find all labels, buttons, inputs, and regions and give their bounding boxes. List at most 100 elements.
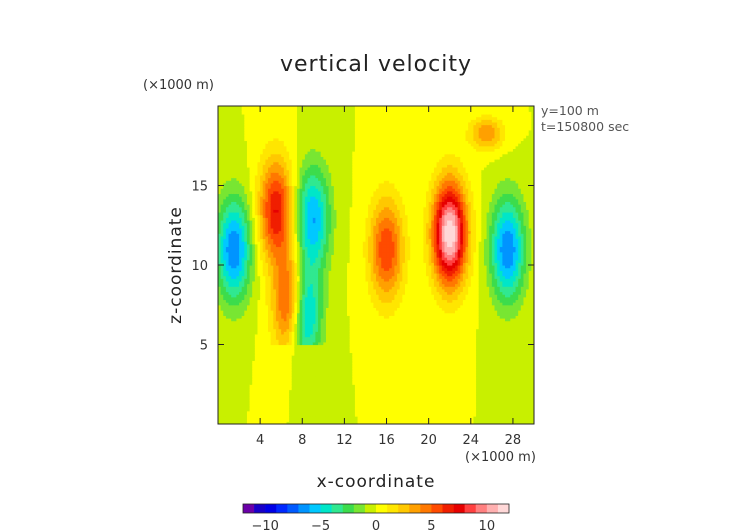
field-cell: [244, 235, 248, 240]
field-cell: [218, 204, 222, 208]
field-cell: [318, 254, 322, 258]
field-cell: [291, 190, 295, 195]
field-cell: [318, 304, 322, 308]
field-cell: [257, 381, 261, 385]
field-cell: [239, 275, 243, 279]
field-cell: [307, 413, 311, 417]
field-cell: [218, 333, 222, 338]
field-cell: [302, 352, 306, 356]
field-cell: [323, 360, 327, 364]
field-cell: [310, 294, 314, 298]
field-cell: [265, 251, 269, 255]
field-cell: [236, 222, 240, 226]
field-cell: [289, 225, 293, 229]
field-cell: [268, 325, 272, 330]
field-cell: [233, 341, 238, 346]
field-cell: [220, 349, 224, 354]
field-cell: [239, 270, 243, 274]
field-cell: [310, 137, 314, 142]
field-cell: [325, 371, 330, 375]
field-cell: [273, 148, 277, 152]
field-cell: [223, 315, 227, 319]
field-cell: [273, 156, 277, 160]
field-cell: [262, 201, 266, 205]
field-cell: [291, 251, 295, 255]
field-cell: [223, 280, 227, 285]
field-cell: [244, 310, 248, 314]
field-cell: [297, 310, 301, 314]
field-cell: [294, 148, 298, 152]
field-cell: [236, 272, 240, 277]
field-cell: [260, 286, 264, 290]
field-cell: [260, 416, 264, 420]
field-cell: [312, 169, 317, 173]
field-cell: [218, 225, 222, 229]
field-cell: [246, 259, 251, 263]
field-cell: [254, 270, 259, 274]
field-cell: [236, 296, 240, 301]
field-cell: [244, 307, 248, 311]
field-cell: [299, 344, 303, 348]
field-cell: [241, 190, 245, 195]
field-cell: [239, 182, 243, 187]
field-cell: [315, 376, 319, 380]
field-cell: [307, 132, 311, 136]
field-cell: [246, 368, 251, 372]
field-cell: [299, 214, 303, 218]
field-cell: [325, 251, 330, 255]
field-cell: [265, 331, 269, 335]
field-cell: [218, 296, 222, 301]
field-cell: [286, 280, 290, 285]
field-cell: [281, 140, 285, 144]
field-cell: [283, 206, 288, 210]
field-cell: [323, 339, 327, 343]
field-cell: [273, 360, 277, 364]
field-cell: [297, 394, 301, 399]
field-cell: [223, 161, 227, 165]
field-cell: [325, 294, 330, 298]
field-cell: [318, 265, 322, 269]
field-cell: [246, 371, 251, 375]
field-cell: [304, 108, 309, 112]
field-cell: [254, 185, 259, 189]
field-cell: [310, 159, 314, 163]
field-cell: [286, 270, 290, 274]
field-cell: [275, 169, 280, 173]
field-cell: [262, 188, 266, 192]
field-cell: [320, 262, 324, 266]
field-cell: [223, 339, 227, 343]
field-cell: [252, 212, 256, 216]
field-cell: [249, 137, 253, 142]
field-cell: [260, 143, 264, 147]
field-cell: [225, 119, 230, 123]
field-cell: [278, 235, 282, 240]
field-cell: [315, 307, 319, 311]
field-cell: [318, 341, 322, 346]
field-cell: [315, 294, 319, 298]
field-cell: [275, 302, 280, 306]
field-cell: [260, 172, 264, 176]
field-cell: [286, 238, 290, 242]
field-cell: [260, 235, 264, 240]
field-cell: [246, 188, 251, 192]
field-cell: [225, 121, 230, 126]
field-cell: [260, 193, 264, 197]
field-cell: [289, 291, 293, 295]
field-cell: [323, 196, 327, 200]
field-cell: [310, 333, 314, 338]
field-cell: [278, 145, 282, 149]
field-cell: [310, 121, 314, 126]
field-cell: [231, 368, 235, 372]
field-cell: [325, 259, 330, 263]
field-cell: [297, 233, 301, 237]
field-cell: [268, 243, 272, 248]
field-cell: [283, 111, 288, 115]
field-cell: [325, 304, 330, 308]
field-cell: [286, 265, 290, 269]
field-cell: [299, 193, 303, 197]
field-cell: [297, 397, 301, 401]
field-cell: [289, 243, 293, 248]
field-cell: [281, 151, 285, 155]
field-cell: [244, 296, 248, 301]
field-cell: [286, 251, 290, 255]
